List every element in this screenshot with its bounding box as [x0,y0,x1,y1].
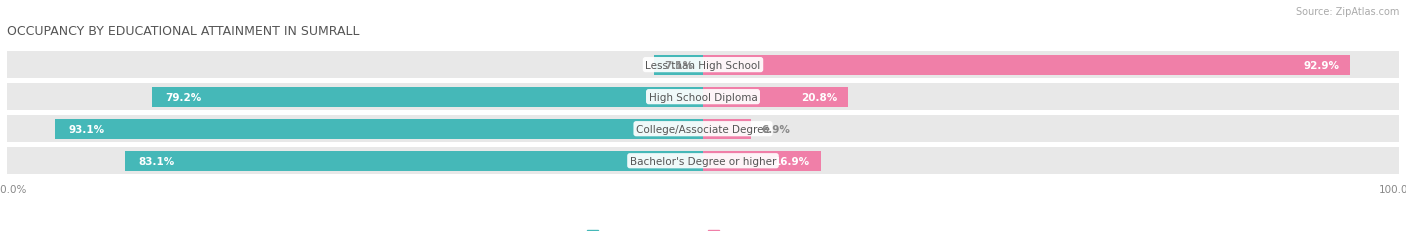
Text: 93.1%: 93.1% [69,124,105,134]
Text: OCCUPANCY BY EDUCATIONAL ATTAINMENT IN SUMRALL: OCCUPANCY BY EDUCATIONAL ATTAINMENT IN S… [7,25,360,38]
Bar [654,55,703,75]
Text: Less than High School: Less than High School [645,60,761,70]
Text: 92.9%: 92.9% [1303,60,1339,70]
Bar [7,84,1399,111]
Bar [703,119,751,139]
Bar [55,119,703,139]
Bar [703,55,1350,75]
Text: 7.1%: 7.1% [664,60,693,70]
Text: 20.8%: 20.8% [801,92,838,102]
Text: 79.2%: 79.2% [166,92,202,102]
Bar [703,151,821,171]
Bar [703,87,848,107]
Text: Bachelor's Degree or higher: Bachelor's Degree or higher [630,156,776,166]
Text: 6.9%: 6.9% [762,124,790,134]
Bar [125,151,703,171]
Bar [7,116,1399,143]
Text: High School Diploma: High School Diploma [648,92,758,102]
Text: 83.1%: 83.1% [139,156,174,166]
Bar [152,87,703,107]
Bar [7,147,1399,175]
Text: Source: ZipAtlas.com: Source: ZipAtlas.com [1295,7,1399,17]
Text: 16.9%: 16.9% [775,156,810,166]
Bar [7,52,1399,79]
Text: College/Associate Degree: College/Associate Degree [636,124,770,134]
Legend: Owner-occupied, Renter-occupied: Owner-occupied, Renter-occupied [582,225,824,231]
